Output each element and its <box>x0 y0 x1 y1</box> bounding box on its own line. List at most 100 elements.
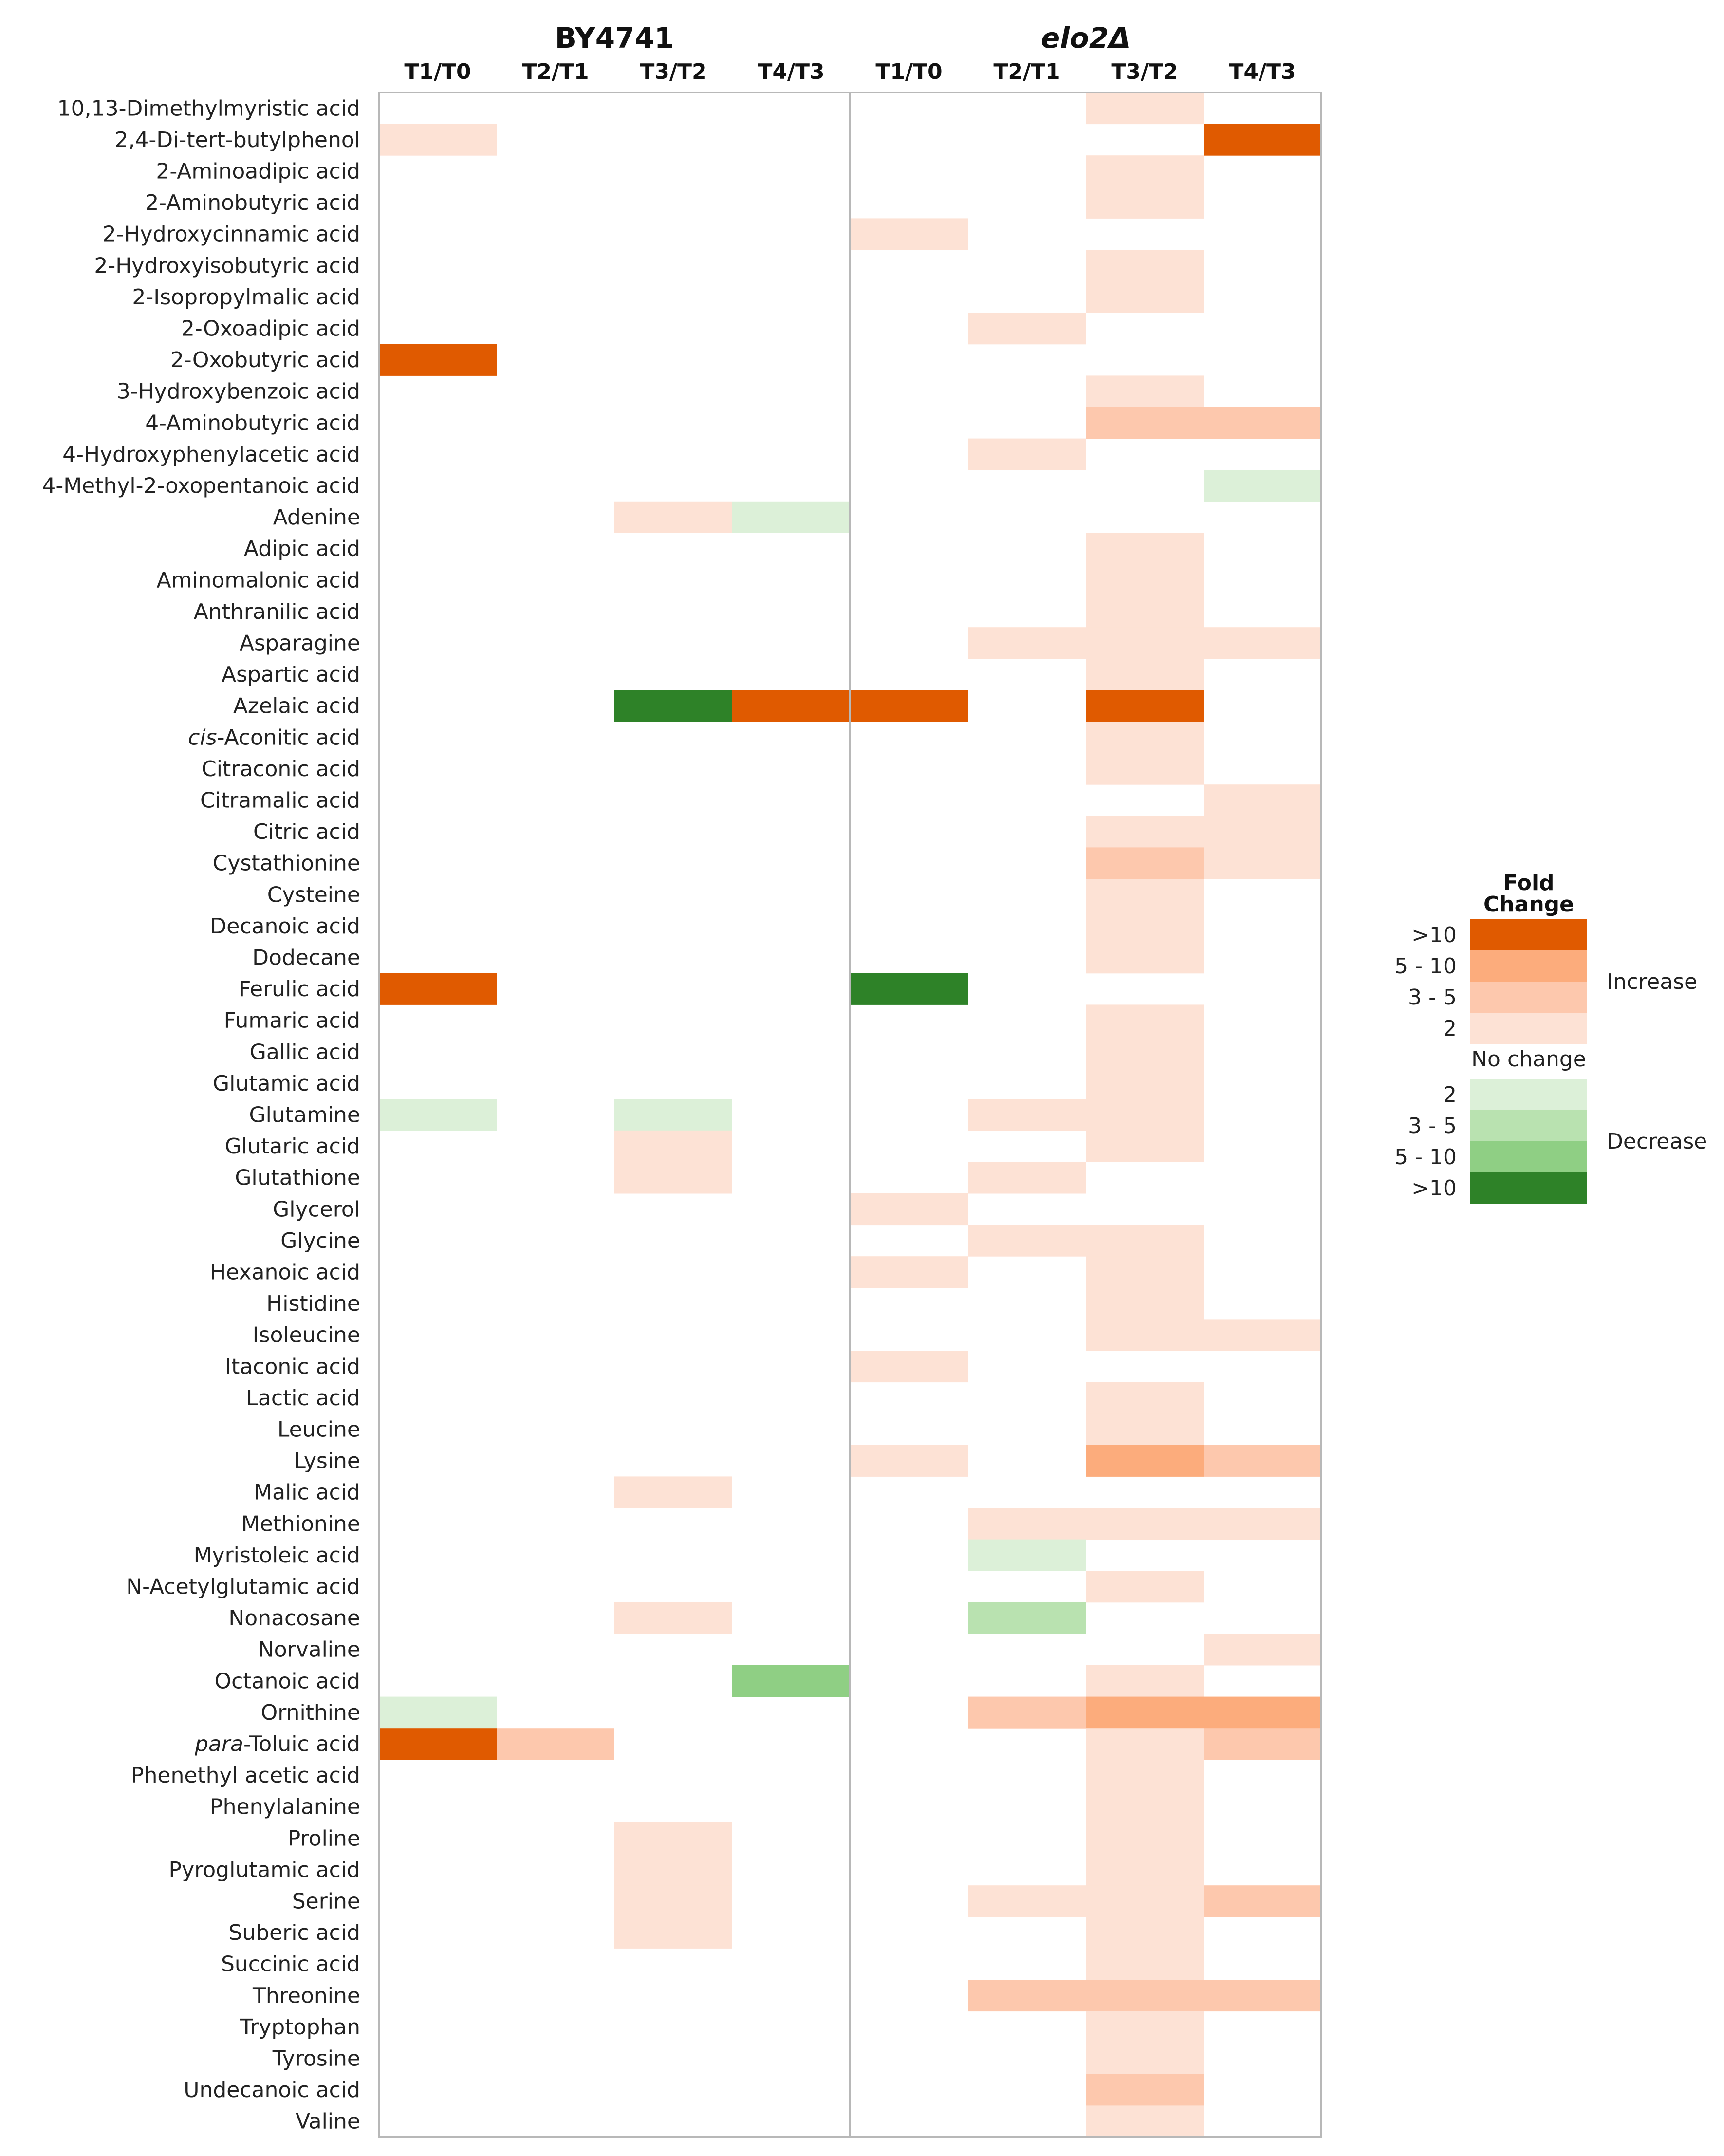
row-label: Succinic acid <box>221 1952 360 1977</box>
column-header: T4/T3 <box>1229 59 1296 84</box>
heatmap-cell <box>1204 470 1321 502</box>
heatmap-cell <box>968 1602 1086 1634</box>
row-label: Pyroglutamic acid <box>169 1858 360 1882</box>
heatmap-cell <box>968 1162 1086 1194</box>
legend-no-change-label: No change <box>1471 1047 1586 1072</box>
legend-increase-label: Increase <box>1607 969 1697 994</box>
row-label: 2-Aminobutyric acid <box>145 190 360 215</box>
heatmap-cell <box>1086 1791 1204 1823</box>
heatmap-cell <box>850 1445 968 1477</box>
heatmap-cell <box>1086 2043 1204 2075</box>
row-label: Octanoic acid <box>214 1669 360 1693</box>
heatmap-cell <box>850 1193 968 1226</box>
row-label: Adenine <box>273 505 360 530</box>
heatmap-cell <box>1086 2074 1204 2106</box>
heatmap-cell <box>1086 1508 1204 1540</box>
legend-level-label: 3 - 5 <box>1408 1114 1457 1138</box>
heatmap-cell <box>968 313 1086 345</box>
row-label: 3-Hydroxybenzoic acid <box>117 379 360 404</box>
heatmap-cell <box>1086 1822 1204 1855</box>
heatmap-cell <box>1204 1885 1321 1917</box>
column-header: T1/T0 <box>875 59 942 84</box>
heatmap-cell <box>1086 2105 1204 2137</box>
heatmap-cell <box>1086 1885 1204 1917</box>
row-label: Isoleucine <box>253 1323 360 1348</box>
heatmap-cell <box>1086 1004 1204 1037</box>
heatmap-cell <box>614 1916 732 1949</box>
heatmap-cell <box>1204 1319 1321 1351</box>
row-label: Cysteine <box>267 882 360 907</box>
heatmap-cells <box>379 93 1321 2137</box>
heatmap-cell <box>1086 1067 1204 1099</box>
heatmap-cell <box>1086 155 1204 187</box>
legend-level-label: 3 - 5 <box>1408 985 1457 1010</box>
heatmap-cell <box>968 627 1086 659</box>
heatmap-cell <box>1086 2011 1204 2043</box>
column-header: T3/T2 <box>1111 59 1178 84</box>
row-label: Suberic acid <box>228 1920 360 1945</box>
row-label: Tyrosine <box>272 2046 360 2071</box>
heatmap-cell <box>1086 375 1204 408</box>
heatmap-cell <box>1086 1571 1204 1603</box>
row-label: Methionine <box>241 1511 360 1536</box>
heatmap-cell <box>1204 124 1321 156</box>
row-label: Citraconic acid <box>202 757 360 781</box>
row-label: Glycine <box>280 1228 360 1253</box>
row-label: cis-Aconitic acid <box>188 725 360 750</box>
row-label: Fumaric acid <box>224 1008 360 1033</box>
legend-level-label: 2 <box>1443 1082 1457 1107</box>
row-label: 2-Hydroxyisobutyric acid <box>94 253 360 278</box>
heatmap-cell <box>379 973 497 1005</box>
heatmap-cell <box>1204 1696 1321 1729</box>
row-label: Lactic acid <box>246 1386 360 1411</box>
column-header: T3/T2 <box>640 59 706 84</box>
row-label: Leucine <box>278 1417 360 1442</box>
row-label: Citric acid <box>253 819 360 844</box>
row-label: Anthranilic acid <box>194 599 360 624</box>
heatmap-cell <box>1086 1445 1204 1477</box>
heatmap-cell <box>1086 1099 1204 1131</box>
heatmap-cell <box>614 690 732 722</box>
row-label: 4-Methyl-2-oxopentanoic acid <box>42 474 360 499</box>
row-label: Phenethyl acetic acid <box>131 1763 360 1788</box>
row-label: Tryptophan <box>240 2015 360 2040</box>
heatmap-cell <box>1086 186 1204 219</box>
heatmap-cell <box>968 1539 1086 1571</box>
heatmap-cell <box>1086 816 1204 848</box>
legend-swatch <box>1470 919 1587 950</box>
heatmap-cell <box>379 1728 497 1760</box>
group-title-1: elo2Δ <box>1041 21 1131 55</box>
heatmap-cell <box>968 1696 1086 1729</box>
legend-title: Change <box>1483 892 1574 917</box>
heatmap-cell <box>1086 250 1204 282</box>
heatmap-cell <box>1204 1728 1321 1760</box>
heatmap-cell <box>968 1099 1086 1131</box>
heatmap-cell <box>1204 1980 1321 2012</box>
heatmap-cell <box>1086 1665 1204 1697</box>
row-label: Dodecane <box>252 946 360 970</box>
column-header: T2/T1 <box>522 59 589 84</box>
legend-swatch <box>1470 1172 1587 1204</box>
row-label: 2-Hydroxycinnamic acid <box>103 222 360 247</box>
legend-level-label: 5 - 10 <box>1394 954 1457 979</box>
heatmap-cell <box>1086 690 1204 722</box>
row-label: 4-Aminobutyric acid <box>145 410 360 435</box>
row-label: Norvaline <box>258 1637 360 1662</box>
heatmap-cell <box>1204 1508 1321 1540</box>
heatmap-cell <box>1086 1382 1204 1414</box>
heatmap-cell <box>1086 1696 1204 1729</box>
heatmap-cell <box>614 1885 732 1917</box>
heatmap-cell <box>1086 910 1204 942</box>
legend-swatch <box>1470 950 1587 982</box>
row-label: Citramalic acid <box>200 788 360 813</box>
row-label: Valine <box>296 2109 360 2134</box>
row-label: Decanoic acid <box>210 914 360 939</box>
heatmap-cell <box>1086 1759 1204 1791</box>
row-label: Malic acid <box>254 1480 360 1505</box>
heatmap-cell <box>968 438 1086 470</box>
group-title-0: BY4741 <box>555 21 674 55</box>
heatmap-cell <box>1086 722 1204 754</box>
heatmap-cell <box>1086 1036 1204 1068</box>
row-label: Aminomalonic acid <box>156 568 360 593</box>
